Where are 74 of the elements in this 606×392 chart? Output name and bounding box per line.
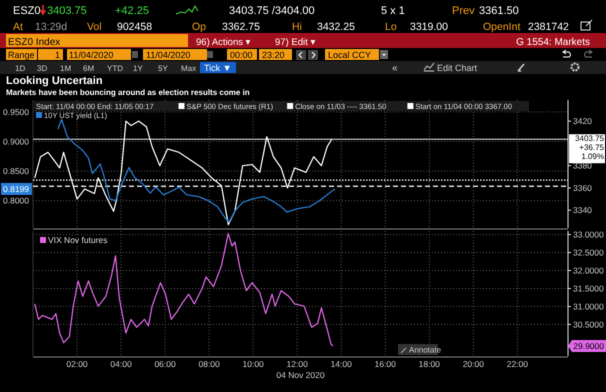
text: 5Y [158,64,168,73]
text: 13:29d [35,21,68,33]
text: 23:20 [262,50,285,60]
x-tick-label: 20:00 [462,359,484,369]
x-tick-label: 10:00 [242,359,264,369]
text: +42.25 [115,5,149,17]
text: 29.9000 [573,340,604,351]
text: Range [8,50,35,60]
text: Lo [385,21,397,33]
text: 3362.75 [222,21,260,33]
text: 00:00 [230,50,253,60]
y-tick-label: 31.5000 [573,283,604,294]
text: 0.8199 [3,184,30,194]
text: Tick ▼ [204,63,232,73]
x-tick-label: 16:00 [374,359,396,369]
text: YTD [107,64,124,73]
text: 3D [37,64,48,73]
legend-label: VIX Nov futures [48,235,108,245]
text: ESZ0 Index [8,37,60,48]
text: Max [181,64,196,73]
text: 6M [83,64,94,73]
y-tick-label: 33.0000 [573,230,604,240]
x-tick-label: 02:00 [66,359,88,369]
text: « [392,63,398,74]
text: 5 x 1 [381,5,405,17]
line-series [34,232,334,347]
text: 902458 [117,21,152,33]
y-tick-label: 30.5000 [573,319,604,330]
text: 3361.50 [479,5,519,17]
y-tick-label: 0.9000 [3,136,30,146]
x-axis-title: 04 Nov 2020 [276,370,325,380]
text: 11/04/2020 [146,50,190,60]
y2-tick-label: 3420 [573,116,592,126]
text: 1M [60,64,72,73]
text: 3403.75 [47,5,87,17]
y-tick-label: 0.9500 [3,106,30,117]
text: 1 [54,50,60,60]
text: 3432.25 [317,21,356,33]
text: At [13,21,24,33]
text: Prev [452,5,476,17]
y2-tick-label: 3340 [573,205,592,216]
text: 97) Edit ▾ [275,37,316,48]
x-tick-label: 06:00 [154,359,176,369]
text: 11/04/2020 [69,50,114,60]
x-tick-label: 22:00 [506,359,528,369]
y-tick-label: 32.0000 [573,266,604,276]
x-tick-label: 14:00 [330,359,352,369]
annotation: Annotate [409,346,442,354]
x-tick-label: 08:00 [198,359,220,369]
ref-line-label: 3403.75 +36.75 1.09% [575,134,605,162]
chart-title: Looking Uncertain [6,75,103,87]
text: Vol [87,21,102,33]
text: Local CCY [328,50,372,60]
text: 3403.75 /3404.00 [229,5,315,17]
y-tick-label: 0.8000 [3,196,30,206]
x-tick-label: 12:00 [286,359,308,369]
chart-subtitle: Markets have been bouncing around as election results come in [6,88,250,97]
text: 2381742 [528,21,570,33]
y-tick-label: 32.5000 [573,248,604,258]
text: 96) Actions ▾ [196,37,251,48]
text: 1Y [133,64,144,73]
text: Edit Chart [437,63,478,73]
y2-tick-label: 3360 [573,182,592,193]
y-tick-label: 0.8500 [3,166,30,176]
x-tick-label: 04:00 [110,359,132,369]
text: OpenInt [483,21,520,33]
x-tick-label: 18:00 [418,359,440,369]
text: Op [192,21,206,33]
text: ESZ0 [13,5,41,17]
y-tick-label: 31.0000 [573,301,604,312]
text: 3319.00 [410,21,448,33]
text: Hi [292,21,302,33]
text: G 1554: Markets [516,37,590,48]
text: 1D [15,64,26,73]
